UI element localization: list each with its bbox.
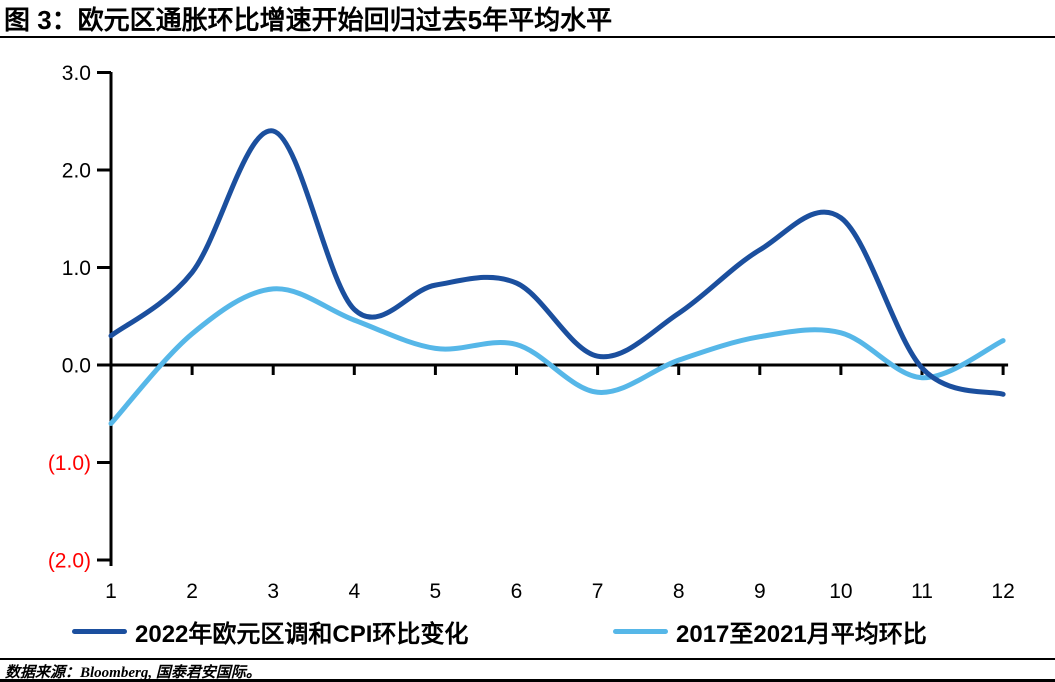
legend-line-light-blue-icon — [613, 629, 668, 634]
series-line-1 — [108, 286, 1006, 426]
chart-legend: 2022年欧元区调和CPI环比变化 2017至2021月平均环比 — [0, 614, 1055, 656]
y-axis-label: 2.0 — [62, 160, 91, 183]
x-axis-label: 1 — [105, 580, 117, 603]
bottom-border — [0, 679, 1055, 682]
x-axis-label: 12 — [991, 580, 1014, 603]
legend-label-avg-series: 2017至2021月平均环比 — [676, 621, 927, 648]
footer-divider — [0, 658, 1055, 660]
x-axis-label: 4 — [348, 580, 360, 603]
line-chart: 3.02.01.00.0(1.0)(2.0)1 2 3 4 5 6 7 8 9 10 11 12 — [48, 62, 1015, 603]
y-axis-label: 0.0 — [62, 355, 91, 378]
x-axis-label: 7 — [592, 580, 604, 603]
x-axis-label: 6 — [511, 580, 523, 603]
legend-item-2022-series: 2022年欧元区调和CPI环比变化 — [72, 614, 468, 649]
x-axis-label: 3 — [267, 580, 279, 603]
page-title: 图 3：欧元区通胀环比增速开始回归过去5年平均水平 — [0, 0, 1055, 38]
x-axis-label: 8 — [673, 580, 685, 603]
source-note: 数据来源：Bloomberg, 国泰君安国际。 — [5, 665, 261, 681]
x-axis-label: 11 — [911, 580, 933, 603]
x-axis-label: 9 — [754, 580, 766, 603]
y-axis-label: 1.0 — [62, 257, 91, 280]
legend-line-dark-blue-icon — [72, 629, 127, 634]
y-axis-label: (1.0) — [48, 452, 91, 475]
x-axis-label: 5 — [430, 580, 442, 603]
legend-label-2022-series: 2022年欧元区调和CPI环比变化 — [135, 621, 469, 648]
x-axis-label: 10 — [829, 580, 852, 603]
legend-item-avg-series: 2017至2021月平均环比 — [613, 614, 927, 649]
series-line-0 — [108, 128, 1006, 397]
y-axis-label: 3.0 — [62, 62, 91, 85]
x-axis-label: 2 — [186, 580, 198, 603]
y-axis-label: (2.0) — [48, 550, 91, 573]
